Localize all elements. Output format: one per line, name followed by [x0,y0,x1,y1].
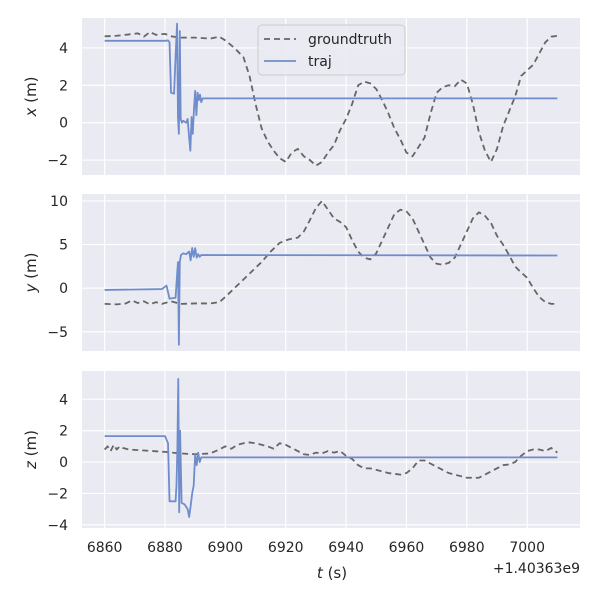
x-tick-label-3: 6920 [268,540,304,556]
y-tick-label-y-3: 10 [50,194,68,210]
legend-label-traj: traj [308,54,332,70]
subplot-x: −2 0 2 4 x (m) groundtruth traj [22,18,580,175]
y-axis-label-z: z (m) [22,430,40,470]
x-axis-label: t (s) [317,564,347,582]
legend: groundtruth traj [257,24,406,76]
y-tick-label-x-1: 0 [59,116,68,132]
x-tick-label-2: 6900 [208,540,244,556]
x-tick-label-0: 6860 [87,540,123,556]
y-tick-label-z-2: 0 [59,455,68,471]
y-tick-label-y-0: −5 [47,325,68,341]
plot-background-z [82,371,580,528]
x-tick-label-6: 6980 [449,540,485,556]
y-tick-label-z-3: 2 [59,424,68,440]
y-tick-label-z-4: 4 [59,392,68,408]
series-line-groundtruth-x [104,31,558,167]
series-line-traj-y [104,247,558,346]
y-tick-label-x-0: −2 [47,153,68,169]
plot-background-y [82,194,580,351]
x-tick-label-1: 6880 [147,540,183,556]
legend-label-groundtruth: groundtruth [308,32,392,48]
x-offset-label: +1.40363e9 [493,561,580,577]
series-line-groundtruth-z [103,441,558,479]
legend-box [257,24,406,76]
series-line-traj-z [104,377,558,518]
y-tick-label-z-0: −4 [47,518,68,534]
subplot-z: −4 −2 0 2 4 z (m) 6860 6880 6900 6920 6940 6960 6980… [22,371,580,556]
y-tick-label-y-2: 5 [59,238,68,254]
y-tick-label-z-1: −2 [47,486,68,502]
y-axis-label-x: x (m) [22,77,40,118]
series-line-traj-x [104,22,558,152]
y-tick-label-y-1: 0 [59,281,68,297]
x-tick-label-5: 6960 [389,540,425,556]
subplot-y: −5 0 5 10 y (m) [22,194,580,351]
x-tick-label-7: 7000 [509,540,545,556]
y-tick-label-x-2: 2 [59,78,68,94]
y-tick-label-x-3: 4 [59,41,68,57]
y-axis-label-y: y (m) [22,253,40,294]
x-tick-label-4: 6940 [328,540,364,556]
